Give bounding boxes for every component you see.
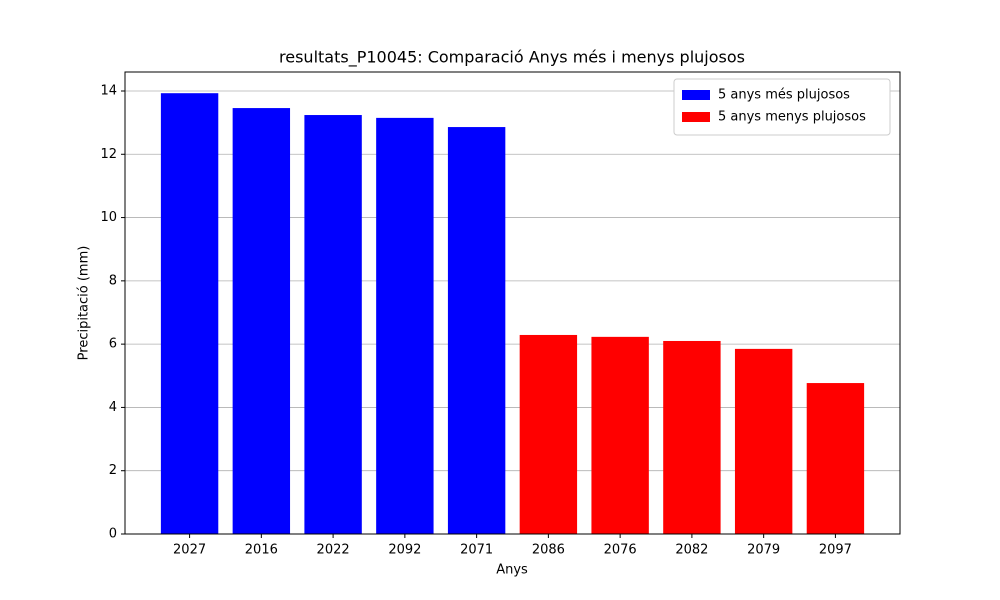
legend-label: 5 anys menys plujosos (718, 110, 866, 125)
x-tick-label: 2076 (604, 543, 637, 558)
bar (591, 336, 649, 534)
y-tick-label: 12 (100, 147, 117, 162)
y-tick-label: 14 (100, 83, 117, 98)
y-tick-label: 10 (100, 210, 117, 225)
bar (519, 334, 578, 534)
legend-swatch (682, 90, 710, 100)
bar (376, 117, 434, 535)
bar (806, 383, 865, 534)
y-tick-label: 4 (109, 400, 117, 415)
y-axis-label: Precipitació (mm) (77, 246, 92, 361)
x-axis-label: Anys (496, 563, 528, 578)
plot-frame (124, 71, 901, 535)
x-tick-label: 2086 (532, 543, 565, 558)
bar (304, 115, 362, 534)
legend-label: 5 anys més plujosos (718, 88, 850, 103)
bar (734, 348, 793, 534)
y-tick-label: 2 (109, 463, 117, 478)
y-tick-label: 8 (109, 273, 117, 288)
x-tick-label: 2082 (675, 543, 708, 558)
x-tick-label: 2016 (245, 543, 278, 558)
bar (663, 340, 721, 534)
x-tick-label: 2079 (747, 543, 780, 558)
bar (447, 127, 506, 534)
legend-swatch (682, 112, 710, 122)
legend: 5 anys més plujosos 5 anys menys plujosos (673, 78, 891, 136)
bar (232, 108, 291, 534)
x-tick-label: 2092 (388, 543, 421, 558)
legend-box (673, 78, 891, 136)
x-tick-label: 2071 (460, 543, 493, 558)
x-tick-label: 2027 (173, 543, 206, 558)
y-tick-label: 6 (109, 337, 117, 352)
bar (160, 93, 219, 535)
y-tick-label: 0 (109, 527, 117, 542)
x-tick-label: 2022 (317, 543, 350, 558)
x-tick-label: 2097 (819, 543, 852, 558)
chart-title: resultats_P10045: Comparació Anys més i … (279, 48, 745, 68)
